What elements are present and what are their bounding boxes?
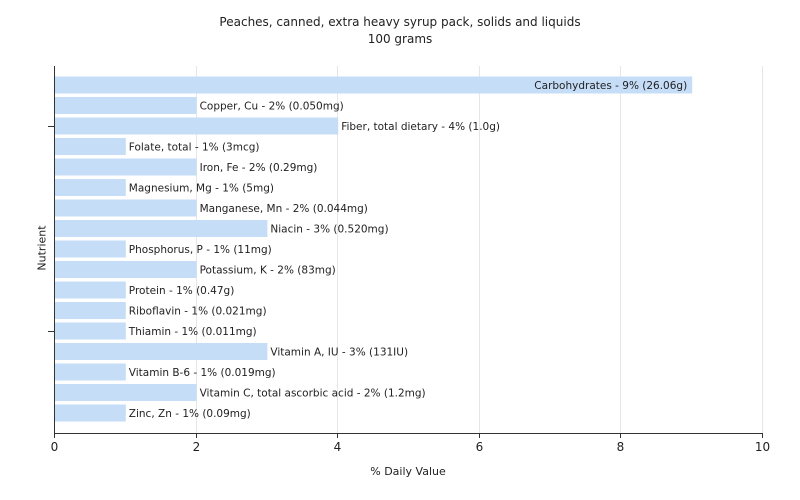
bar-label: Thiamin - 1% (0.011mg)	[128, 326, 257, 338]
bar-label: Niacin - 3% (0.520mg)	[270, 224, 388, 236]
bar-label: Copper, Cu - 2% (0.050mg)	[200, 101, 344, 113]
x-axis-label: % Daily Value	[370, 465, 446, 478]
bar-label: Iron, Fe - 2% (0.29mg)	[200, 162, 318, 174]
bars: Carbohydrates - 9% (26.06g) Copper, Cu - …	[55, 76, 693, 422]
bar	[55, 179, 126, 196]
bar	[55, 302, 126, 319]
bar-label: Phosphorus, P - 1% (11mg)	[129, 244, 272, 256]
chart-subtitle: 100 grams	[367, 32, 433, 46]
bar	[55, 384, 197, 401]
x-tick-label: 0	[51, 440, 59, 454]
bar-label: Manganese, Mn - 2% (0.044mg)	[200, 203, 368, 215]
bar	[55, 343, 268, 360]
bar	[55, 322, 126, 340]
bar	[55, 76, 693, 94]
bar-label: Zinc, Zn - 1% (0.09mg)	[129, 408, 251, 420]
bar-label: Carbohydrates - 9% (26.06g)	[534, 80, 687, 92]
bar-label: Vitamin A, IU - 3% (131IU)	[270, 347, 408, 359]
bar-label: Potassium, K - 2% (83mg)	[200, 265, 336, 277]
bar	[55, 158, 197, 176]
bar-label: Riboflavin - 1% (0.021mg)	[129, 306, 267, 318]
bar-label: Vitamin B-6 - 1% (0.019mg)	[129, 367, 276, 379]
bar-label: Magnesium, Mg - 1% (5mg)	[129, 183, 274, 195]
bar-label: Fiber, total dietary - 4% (1.0g)	[341, 121, 500, 133]
bar	[55, 363, 126, 381]
x-tick-label: 4	[334, 440, 342, 454]
bar	[55, 199, 197, 217]
bar-label: Folate, total - 1% (3mcg)	[129, 142, 260, 154]
x-tick-label: 2	[193, 440, 201, 454]
bar	[55, 97, 197, 114]
x-tick-label: 6	[476, 440, 484, 454]
x-tick-label: 8	[617, 440, 625, 454]
bar	[55, 240, 126, 258]
bar	[55, 138, 126, 155]
bar	[55, 281, 126, 299]
y-axis-label: Nutrient	[35, 225, 49, 271]
bar	[55, 261, 197, 278]
bar	[55, 404, 126, 422]
bar-label: Vitamin C, total ascorbic acid - 2% (1.2…	[200, 388, 426, 400]
bar	[55, 117, 339, 135]
bar	[55, 220, 268, 237]
chart-title: Peaches, canned, extra heavy syrup pack,…	[219, 15, 581, 29]
bar-label: Protein - 1% (0.47g)	[129, 285, 235, 297]
axes: 0 2 4 6 8 10	[48, 66, 770, 454]
x-tick-label: 10	[755, 440, 770, 454]
